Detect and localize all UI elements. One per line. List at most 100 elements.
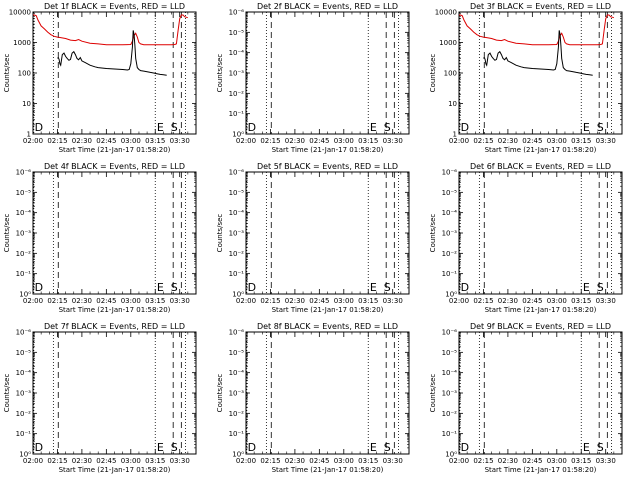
x-tick-label: 02:00 [449, 137, 469, 145]
y-tick-label: 1000 [439, 39, 457, 47]
panel-title: Det 1f BLACK = Events, RED = LLD [44, 2, 185, 11]
x-tick-label: 02:30 [72, 297, 92, 305]
x-tick-label: 02:45 [522, 457, 542, 465]
y-axis-label: Counts/sec [3, 374, 11, 413]
x-axis-label: Start Time (21-Jan-17 01:58:20) [59, 146, 171, 154]
x-tick-label: 02:30 [498, 137, 518, 145]
x-axis-label: Start Time (21-Jan-17 01:58:20) [485, 146, 597, 154]
event-letter-marker: D [35, 121, 43, 134]
y-tick-label: 1 [27, 131, 31, 139]
x-tick-label: 03:00 [121, 457, 141, 465]
y-tick-label: 10⁻⁵ [229, 349, 245, 357]
x-axis-label: Start Time (21-Jan-17 01:58:20) [272, 466, 384, 474]
x-tick-label: 03:00 [547, 297, 567, 305]
x-tick-label: 02:30 [498, 297, 518, 305]
x-tick-label: 03:00 [334, 297, 354, 305]
x-tick-label: 02:45 [309, 137, 329, 145]
y-tick-label: 10⁻⁵ [229, 189, 245, 197]
x-tick-label: 03:00 [334, 457, 354, 465]
y-tick-label: 10⁰ [232, 451, 244, 459]
y-tick-label: 10⁻⁶ [442, 169, 458, 177]
y-tick-label: 10⁻¹ [229, 430, 245, 438]
y-axis-label: Counts/sec [429, 374, 437, 413]
y-tick-label: 10⁻⁶ [229, 9, 245, 17]
x-tick-label: 03:30 [596, 457, 616, 465]
event-letter-marker: S [171, 441, 178, 454]
y-tick-label: 10⁻³ [229, 390, 245, 398]
x-tick-label: 03:30 [170, 297, 190, 305]
y-tick-label: 10⁰ [19, 451, 31, 459]
panel-title: Det 8f BLACK = Events, RED = LLD [257, 322, 398, 331]
y-tick-label: 10⁻¹ [229, 110, 245, 118]
y-tick-label: 10⁻⁴ [229, 209, 245, 217]
event-letter-marker: D [461, 441, 469, 454]
y-tick-label: 10⁻⁶ [16, 169, 32, 177]
y-tick-label: 100 [444, 70, 457, 78]
panel-8: Det 8f BLACK = Events, RED = LLD 10⁰ 10⁻¹ 1… [216, 322, 410, 474]
y-tick-label: 10⁻¹ [442, 270, 458, 278]
y-tick-label: 10⁰ [232, 131, 244, 139]
event-letter-marker: E [370, 281, 377, 294]
event-letter-marker: S [384, 441, 391, 454]
y-tick-label: 10⁻¹ [229, 270, 245, 278]
event-letter-marker: S [384, 121, 391, 134]
y-tick-label: 10⁻³ [16, 390, 32, 398]
x-tick-label: 02:15 [260, 457, 280, 465]
y-tick-label: 10⁻² [442, 250, 458, 258]
y-tick-label: 10000 [435, 9, 457, 17]
x-tick-label: 02:00 [23, 297, 43, 305]
plot-frame [458, 171, 623, 295]
event-letter-marker: S [384, 281, 391, 294]
x-tick-label: 02:15 [473, 297, 493, 305]
event-letter-marker: E [370, 121, 377, 134]
y-tick-label: 10⁻² [16, 250, 32, 258]
y-tick-label: 10⁻⁴ [16, 209, 32, 217]
x-tick-label: 02:30 [285, 297, 305, 305]
x-tick-label: 02:00 [236, 457, 256, 465]
plot-frame [245, 11, 410, 135]
x-tick-label: 03:00 [334, 137, 354, 145]
x-tick-label: 02:45 [522, 137, 542, 145]
y-tick-label: 10⁻⁴ [442, 369, 458, 377]
x-tick-label: 03:15 [358, 297, 378, 305]
panel-6: Det 6f BLACK = Events, RED = LLD 10⁰ 10⁻¹ 1… [429, 162, 623, 314]
x-tick-label: 02:45 [96, 457, 116, 465]
x-tick-label: 03:30 [170, 457, 190, 465]
x-tick-label: 02:00 [236, 137, 256, 145]
panel-9: Det 9f BLACK = Events, RED = LLD 10⁰ 10⁻¹ 1… [429, 322, 623, 474]
x-tick-label: 02:45 [96, 137, 116, 145]
x-tick-label: 02:15 [473, 137, 493, 145]
event-letter-marker: E [583, 121, 590, 134]
y-tick-label: 10⁻⁵ [442, 189, 458, 197]
x-tick-label: 02:15 [260, 137, 280, 145]
x-tick-label: 02:00 [23, 457, 43, 465]
y-tick-label: 10⁻² [229, 410, 245, 418]
y-tick-label: 10⁻⁶ [229, 329, 245, 337]
y-tick-label: 100 [18, 70, 31, 78]
y-axis-label: Counts/sec [3, 54, 11, 93]
y-tick-label: 10⁻³ [442, 230, 458, 238]
x-tick-label: 03:15 [145, 297, 165, 305]
panel-7: Det 7f BLACK = Events, RED = LLD 10⁰ 10⁻¹ 1… [3, 322, 197, 474]
x-axis-label: Start Time (21-Jan-17 01:58:20) [272, 306, 384, 314]
plot-frame [32, 11, 197, 135]
plot-frame [245, 331, 410, 455]
panel-title: Det 7f BLACK = Events, RED = LLD [44, 322, 185, 331]
y-tick-label: 10⁻³ [229, 70, 245, 78]
event-letter-marker: S [597, 441, 604, 454]
y-tick-label: 10⁰ [232, 291, 244, 299]
x-axis-label: Start Time (21-Jan-17 01:58:20) [272, 146, 384, 154]
x-tick-label: 03:15 [571, 297, 591, 305]
y-tick-label: 10⁻¹ [442, 430, 458, 438]
x-tick-label: 02:15 [47, 457, 67, 465]
plot-frame [32, 171, 197, 295]
x-tick-label: 02:15 [473, 457, 493, 465]
event-letter-marker: S [597, 121, 604, 134]
x-axis-label: Start Time (21-Jan-17 01:58:20) [59, 466, 171, 474]
event-letter-marker: E [370, 441, 377, 454]
x-tick-label: 02:30 [285, 457, 305, 465]
x-tick-label: 02:00 [236, 297, 256, 305]
y-tick-label: 10⁰ [445, 291, 457, 299]
event-letter-marker: E [157, 121, 164, 134]
